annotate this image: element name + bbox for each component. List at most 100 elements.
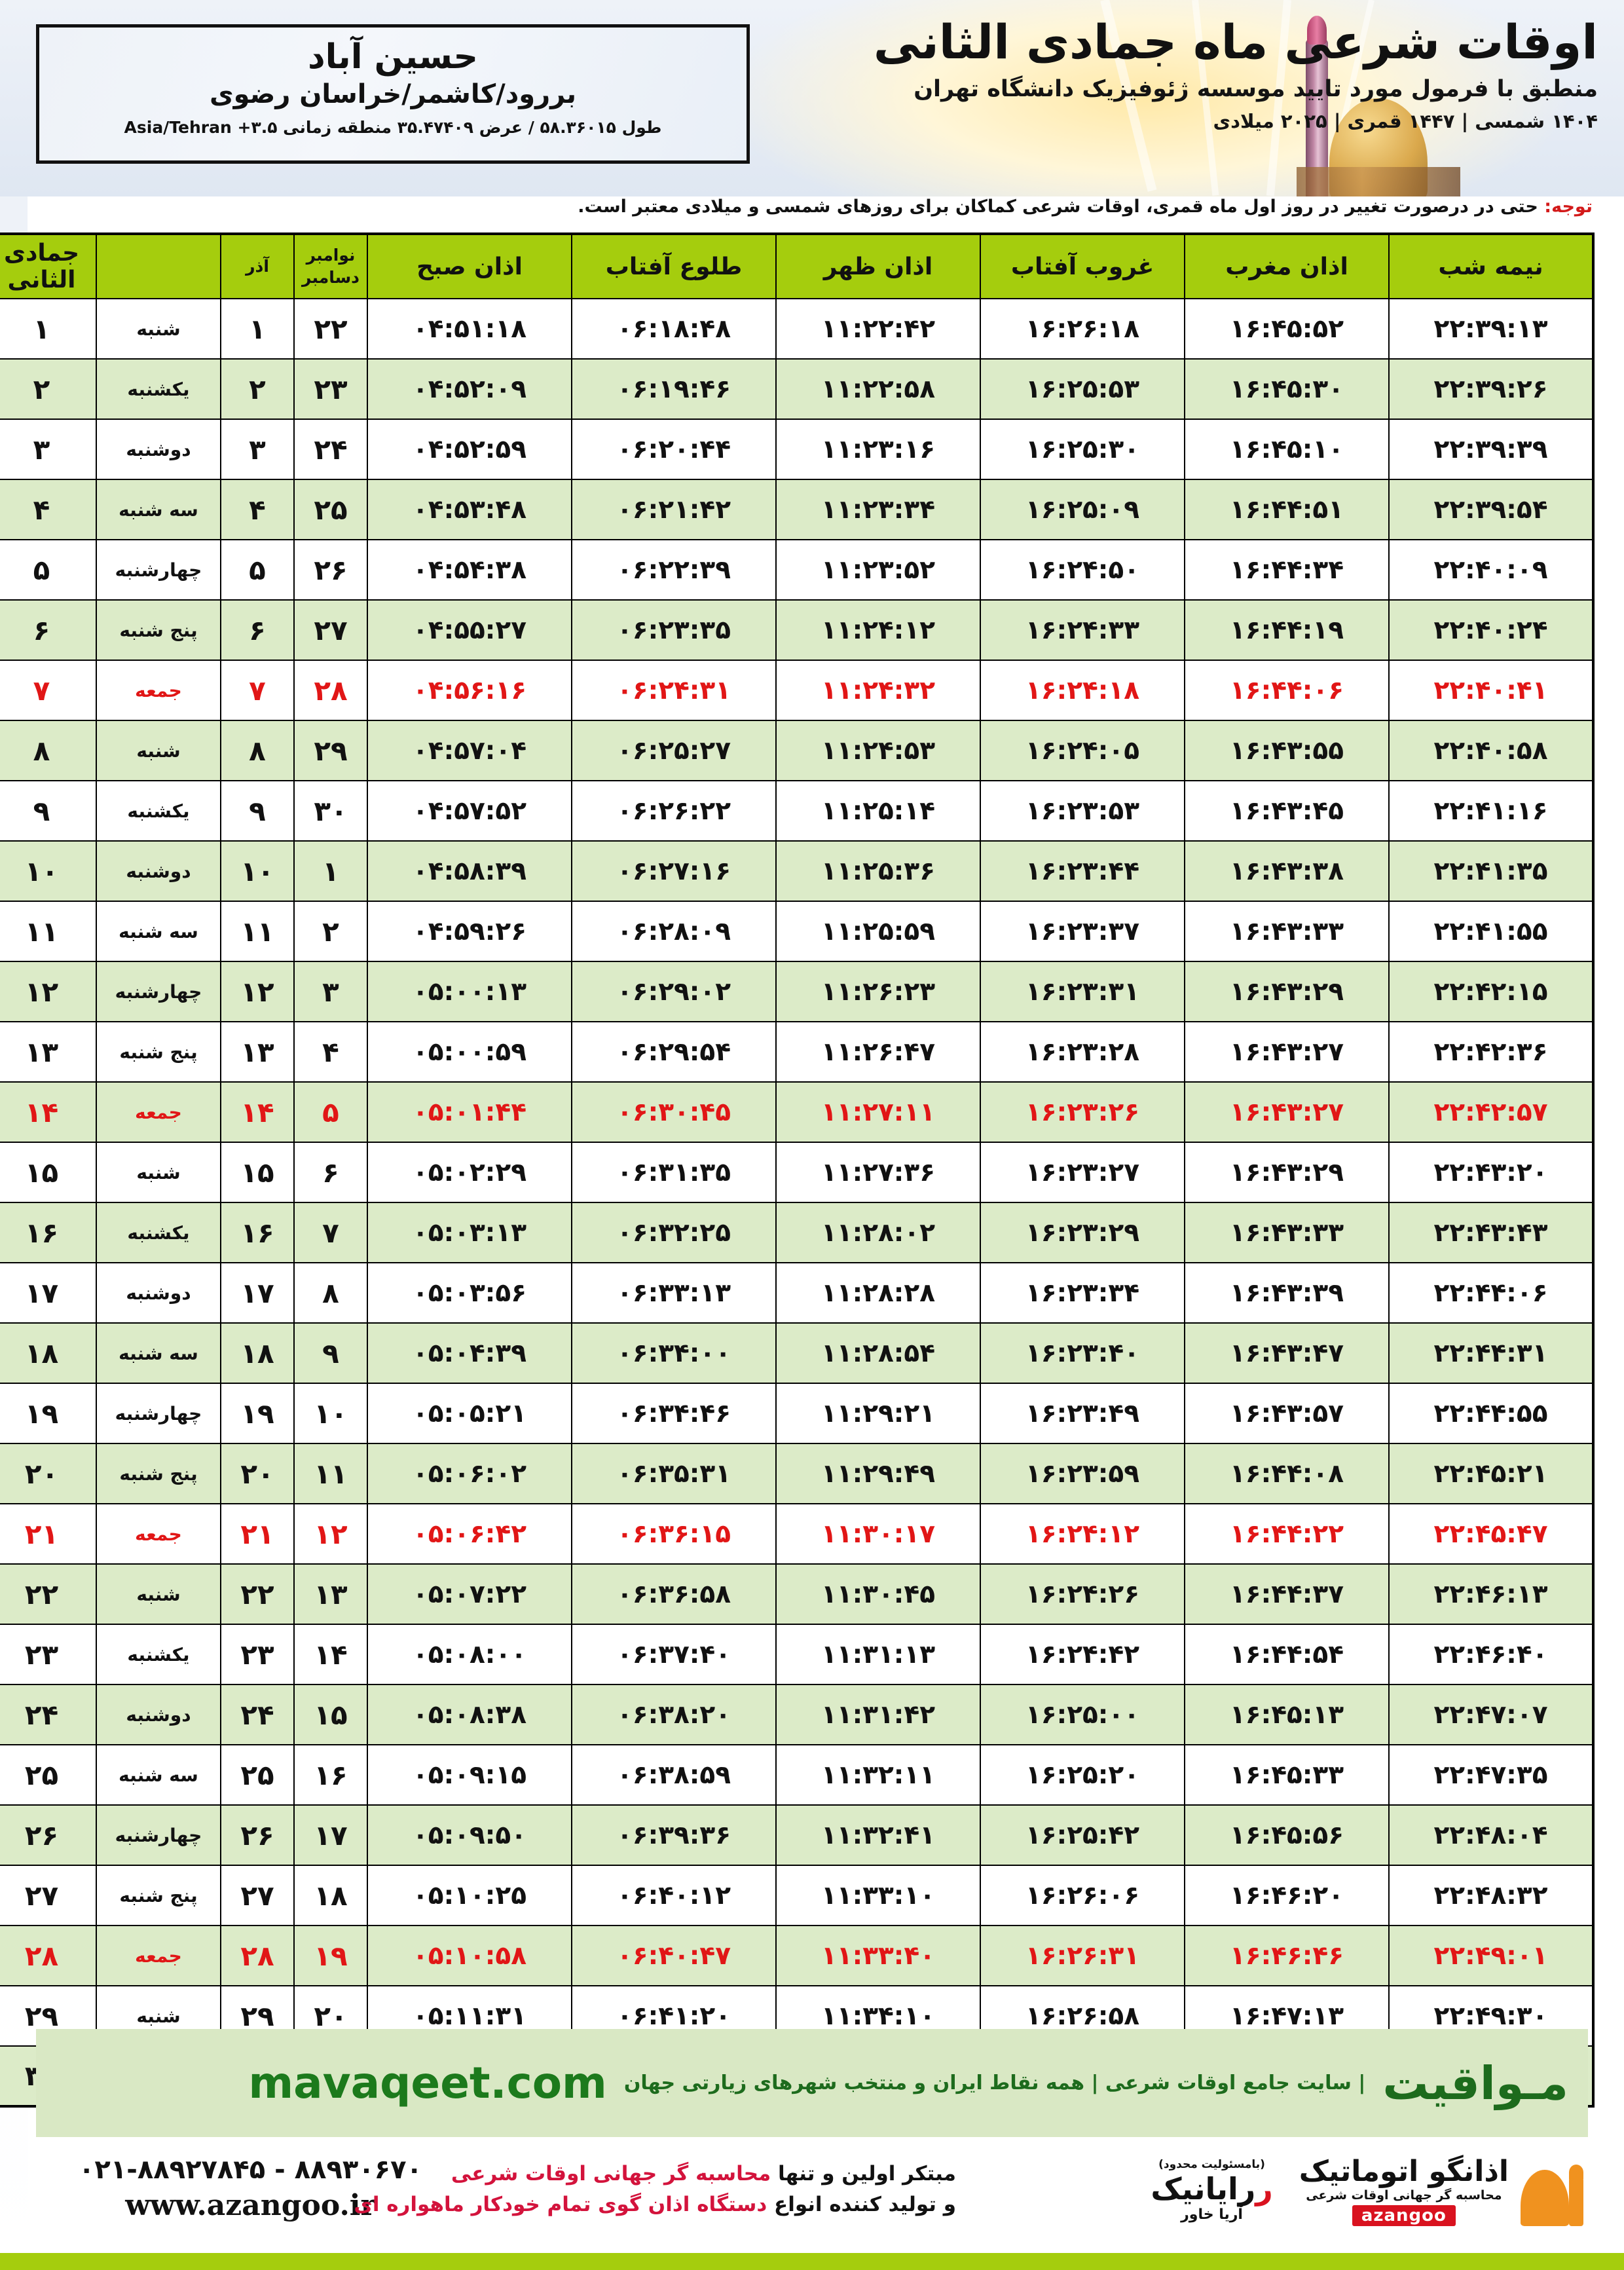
gregorian-day-cell: ۱۲ [293,1503,368,1565]
sunset-cell: ۱۶:۲۵:۲۰ [980,1744,1185,1806]
weekday-cell: شنبه [96,1142,221,1203]
gregorian-day-cell: ۲۸ [293,660,368,721]
midnight-cell: ۲۲:۳۹:۲۶ [1388,358,1594,420]
weekday-cell: سه شنبه [96,479,221,540]
azar-day-cell: ۱۷ [220,1262,295,1324]
dhuhr-cell: ۱۱:۳۲:۴۱ [775,1804,981,1866]
gregorian-day-cell: ۱۵ [293,1684,368,1745]
prayer-times-table-wrapper: نیمه شب اذان مغرب غروب آفتاب اذان ظهر طل… [0,233,1595,2108]
gregorian-day-cell: ۲۶ [293,539,368,601]
gregorian-day-cell: ۱۴ [293,1624,368,1685]
sunrise-cell: ۰۶:۳۸:۲۰ [571,1684,777,1745]
footer-website[interactable]: www.azangoo.ir [125,2189,376,2222]
sunrise-cell: ۰۶:۳۰:۴۵ [571,1081,777,1143]
dhuhr-cell: ۱۱:۲۸:۲۸ [775,1262,981,1324]
sunrise-cell: ۰۶:۲۴:۳۱ [571,660,777,721]
maghrib-cell: ۱۶:۴۵:۱۳ [1184,1684,1390,1745]
midnight-cell: ۲۲:۴۶:۴۰ [1388,1624,1594,1685]
midnight-cell: ۲۲:۴۱:۳۵ [1388,840,1594,902]
fajr-cell: ۰۴:۵۲:۵۹ [367,419,572,480]
weekday-cell: چهارشنبه [96,539,221,601]
fajr-cell: ۰۵:۱۰:۵۸ [367,1925,572,1986]
sunrise-cell: ۰۶:۴۰:۱۲ [571,1865,777,1926]
table-row: ۲۲:۴۷:۰۷ ۱۶:۴۵:۱۳ ۱۶:۲۵:۰۰ ۱۱:۳۱:۴۲ ۰۶:۳۸:۲۰… [0,1684,1594,1745]
maghrib-cell: ۱۶:۴۳:۳۳ [1184,901,1390,962]
midnight-cell: ۲۲:۴۷:۳۵ [1388,1744,1594,1806]
gregorian-day-cell: ۶ [293,1142,368,1203]
dhuhr-cell: ۱۱:۲۴:۱۲ [775,599,981,661]
azar-day-cell: ۷ [220,660,295,721]
azar-day-cell: ۲ [220,358,295,420]
maghrib-cell: ۱۶:۴۳:۵۷ [1184,1383,1390,1444]
hijri-day-cell: ۱۱ [0,901,97,962]
sunrise-cell: ۰۶:۳۳:۱۳ [571,1262,777,1324]
gregorian-day-cell: ۱۹ [293,1925,368,1986]
fajr-cell: ۰۴:۵۸:۳۹ [367,840,572,902]
sunset-cell: ۱۶:۲۳:۴۴ [980,840,1185,902]
table-row: ۲۲:۴۰:۵۸ ۱۶:۴۳:۵۵ ۱۶:۲۴:۰۵ ۱۱:۲۴:۵۳ ۰۶:۲۵:۲۷… [0,720,1594,781]
gregorian-day-cell: ۱۷ [293,1804,368,1866]
midnight-cell: ۲۲:۴۸:۰۴ [1388,1804,1594,1866]
gregorian-day-cell: ۱۸ [293,1865,368,1926]
maghrib-cell: ۱۶:۴۵:۳۳ [1184,1744,1390,1806]
weekday-cell: پنج شنبه [96,1443,221,1504]
dhuhr-cell: ۱۱:۳۰:۱۷ [775,1503,981,1565]
azar-day-cell: ۲۴ [220,1684,295,1745]
fajr-cell: ۰۵:۰۰:۵۹ [367,1021,572,1083]
gregorian-day-cell: ۷ [293,1202,368,1263]
gregorian-day-cell: ۹ [293,1322,368,1384]
footer-logos: اذانگو اتوماتیک محاسبه گر جهانی اوقات شر… [1151,2155,1585,2226]
fajr-cell: ۰۵:۰۵:۲۱ [367,1383,572,1444]
azar-day-cell: ۱۱ [220,901,295,962]
midnight-cell: ۲۲:۴۲:۵۷ [1388,1081,1594,1143]
mosque-icon [1517,2155,1585,2226]
table-header-row: نیمه شب اذان مغرب غروب آفتاب اذان ظهر طل… [0,233,1594,299]
gregorian-day-cell: ۲۲ [293,298,368,360]
sunset-cell: ۱۶:۲۳:۲۸ [980,1021,1185,1083]
hijri-day-cell: ۲۹ [0,1985,97,2047]
dhuhr-cell: ۱۱:۲۴:۳۲ [775,660,981,721]
azar-day-cell: ۵ [220,539,295,601]
dhuhr-cell: ۱۱:۲۷:۳۶ [775,1142,981,1203]
table-row: ۲۲:۴۴:۵۵ ۱۶:۴۳:۵۷ ۱۶:۲۳:۴۹ ۱۱:۲۹:۲۱ ۰۶:۳۴:۴۶… [0,1383,1594,1444]
dhuhr-cell: ۱۱:۲۹:۴۹ [775,1443,981,1504]
header-sunrise: طلوع آفتاب [571,233,777,299]
fajr-cell: ۰۵:۰۶:۰۲ [367,1443,572,1504]
fajr-cell: ۰۴:۵۵:۲۷ [367,599,572,661]
gregorian-day-cell: ۲۴ [293,419,368,480]
maghrib-cell: ۱۶:۴۳:۲۷ [1184,1081,1390,1143]
maghrib-cell: ۱۶:۴۶:۲۰ [1184,1865,1390,1926]
hijri-day-cell: ۸ [0,720,97,781]
weekday-cell: دوشنبه [96,840,221,902]
gregorian-day-cell: ۳ [293,961,368,1022]
gregorian-day-cell: ۴ [293,1021,368,1083]
weekday-cell: شنبه [96,298,221,360]
gregorian-day-cell: ۱ [293,840,368,902]
midnight-cell: ۲۲:۴۹:۰۱ [1388,1925,1594,1986]
maghrib-cell: ۱۶:۴۳:۳۹ [1184,1262,1390,1324]
table-row: ۲۲:۴۸:۳۲ ۱۶:۴۶:۲۰ ۱۶:۲۶:۰۶ ۱۱:۳۳:۱۰ ۰۶:۴۰:۱۲… [0,1865,1594,1926]
gregorian-day-cell: ۱۰ [293,1383,368,1444]
weekday-cell: جمعه [96,1503,221,1565]
sunset-cell: ۱۶:۲۵:۳۰ [980,419,1185,480]
sunrise-cell: ۰۶:۲۷:۱۶ [571,840,777,902]
table-row: ۲۲:۴۱:۵۵ ۱۶:۴۳:۳۳ ۱۶:۲۳:۳۷ ۱۱:۲۵:۵۹ ۰۶:۲۸:۰۹… [0,901,1594,962]
midnight-cell: ۲۲:۴۳:۴۳ [1388,1202,1594,1263]
hijri-day-cell: ۱۳ [0,1021,97,1083]
sunset-cell: ۱۶:۲۴:۱۲ [980,1503,1185,1565]
azar-day-cell: ۱۰ [220,840,295,902]
sunset-cell: ۱۶:۲۴:۳۳ [980,599,1185,661]
gregorian-day-cell: ۲۹ [293,720,368,781]
promo-url[interactable]: mavaqeet.com [248,2058,607,2108]
sunset-cell: ۱۶:۲۴:۰۵ [980,720,1185,781]
date-line: ۱۴۰۴ شمسی | ۱۴۴۷ قمری | ۲۰۲۵ میلادی [1213,109,1598,132]
footer-line1-red: محاسبه گر جهانی اوقات شرعی [451,2162,771,2186]
weekday-cell: دوشنبه [96,1262,221,1324]
dhuhr-cell: ۱۱:۳۲:۱۱ [775,1744,981,1806]
dhuhr-cell: ۱۱:۲۴:۵۳ [775,720,981,781]
azar-day-cell: ۲۸ [220,1925,295,1986]
azar-day-cell: ۲۲ [220,1563,295,1625]
sunrise-cell: ۰۶:۳۶:۵۸ [571,1563,777,1625]
azar-day-cell: ۱۳ [220,1021,295,1083]
table-row: ۲۲:۴۵:۲۱ ۱۶:۴۴:۰۸ ۱۶:۲۳:۵۹ ۱۱:۲۹:۴۹ ۰۶:۳۵:۳۱… [0,1443,1594,1504]
